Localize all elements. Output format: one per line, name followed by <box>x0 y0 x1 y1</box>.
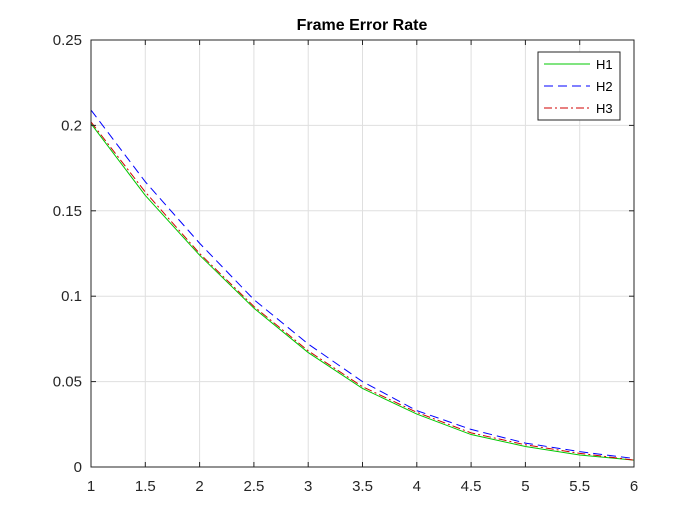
legend: H1 H2 H3 <box>537 51 621 121</box>
y-tick-label: 0.05 <box>53 374 82 391</box>
y-tick-label: 0.1 <box>61 288 82 305</box>
tick-labels: 1 1.5 2 2.5 3 3.5 4 4.5 5 5.5 6 0 0.05 0.1 0.15 0.2 0.25 <box>53 32 638 495</box>
x-tick-label: 1.5 <box>135 478 156 495</box>
x-tick-label: 6 <box>630 478 638 495</box>
y-tick-label: 0.2 <box>61 117 82 134</box>
legend-label-h1: H1 <box>596 57 613 72</box>
y-tick-label: 0.25 <box>53 32 82 49</box>
series-line-h2 <box>90 109 635 459</box>
y-tick-label: 0 <box>74 459 82 476</box>
legend-label-h2: H2 <box>596 79 613 94</box>
x-tick-label: 4 <box>413 478 421 495</box>
x-tick-label: 4.5 <box>461 478 482 495</box>
x-tick-label: 2 <box>195 478 203 495</box>
axes <box>90 39 635 468</box>
x-tick-label: 1 <box>87 478 95 495</box>
series-line-h1 <box>90 123 635 461</box>
y-tick-label: 0.15 <box>53 203 82 220</box>
x-tick-label: 2.5 <box>243 478 264 495</box>
legend-label-h3: H3 <box>596 101 613 116</box>
series-lines <box>90 109 635 461</box>
x-tick-label: 5.5 <box>569 478 590 495</box>
axes-box <box>90 39 635 468</box>
x-tick-label: 5 <box>521 478 529 495</box>
x-tick-label: 3.5 <box>352 478 373 495</box>
x-tick-label: 3 <box>304 478 312 495</box>
chart-title: Frame Error Rate <box>297 17 428 34</box>
